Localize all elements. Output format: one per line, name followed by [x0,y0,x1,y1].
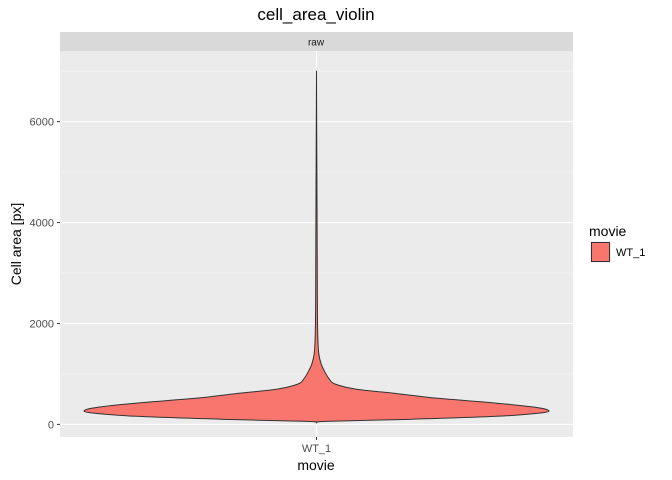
legend-label: WT_1 [616,247,645,259]
y-axis-title: Cell area [px] [8,203,24,285]
x-tick-label: WT_1 [302,443,331,455]
legend: movie WT_1 [589,223,645,263]
facet-strip-label: raw [308,38,325,49]
y-tick-label: 4000 [30,218,54,230]
violin-layer [83,70,550,424]
chart-title: cell_area_violin [257,5,374,24]
y-tick-label: 2000 [30,318,54,330]
y-tick-label: 6000 [30,117,54,129]
legend-swatch [591,242,610,262]
x-axis-title: movie [297,457,335,473]
x-axis: WT_1 [302,437,331,455]
y-tick-label: 0 [48,419,54,431]
facet-strip [60,32,573,51]
violin-WT_1 [83,70,550,424]
legend-title: movie [589,223,627,239]
y-axis: 0 2000 4000 6000 [30,117,60,431]
